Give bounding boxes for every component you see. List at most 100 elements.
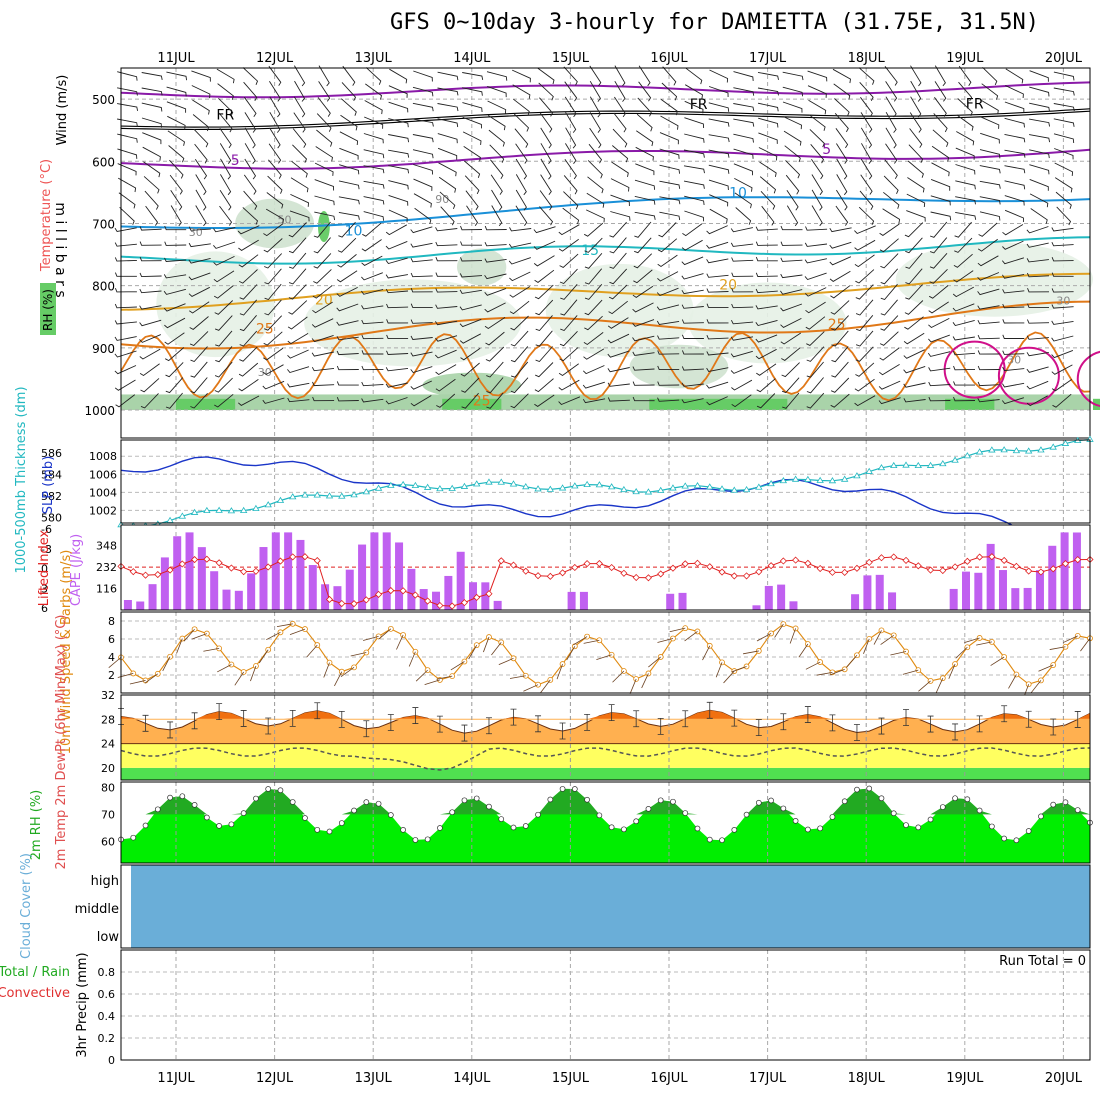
slp-panel-frame (120, 439, 1091, 524)
wind-barb (781, 362, 800, 378)
wind-barb (336, 286, 358, 297)
temp-band-mild (121, 743, 1090, 768)
thickness-marker (644, 488, 653, 495)
wind-barb (982, 66, 998, 86)
wind-barb (317, 97, 331, 117)
wind-barb (1029, 149, 1050, 159)
wind-barb (386, 303, 409, 309)
rh-marker (412, 837, 419, 843)
lifted-index-marker (632, 573, 640, 582)
wind-barb (263, 347, 284, 361)
wind-barb (607, 350, 630, 358)
rh-marker (510, 824, 517, 831)
cape-bar (1060, 532, 1069, 610)
wind-barb (681, 289, 704, 295)
wind-barb (884, 66, 898, 86)
wind-barb (731, 394, 752, 408)
wind-barb (191, 70, 211, 82)
wind-barb (119, 206, 135, 225)
wind-barb (459, 318, 482, 328)
lifted-index-marker (191, 556, 199, 564)
wind-barb (806, 392, 825, 409)
wind-barb (589, 127, 602, 149)
rh-tick-label: 80 (101, 781, 115, 794)
wind-barb (681, 334, 704, 339)
temp-minmax-bar (829, 714, 836, 732)
thickness-marker (804, 475, 812, 482)
lifted-index-tick-label: -6 (41, 523, 52, 536)
wind-barb (584, 284, 603, 300)
wind-barb (782, 86, 804, 97)
wind-barb (459, 273, 483, 278)
rh-marker (289, 799, 296, 805)
wind-barb (509, 286, 531, 298)
wind-barb (657, 335, 680, 340)
wind-barb (835, 205, 849, 226)
wind-barb-10m (509, 675, 526, 679)
wind-barb (167, 115, 186, 130)
wind-barb (583, 348, 605, 360)
isotherm-line (120, 300, 1091, 350)
wind-barb (1029, 178, 1049, 191)
isotherm-label: 10 (729, 185, 747, 201)
wind-barb (363, 180, 385, 189)
wind-barb (188, 226, 211, 231)
lifted-index-marker (1012, 562, 1020, 570)
wind-barb (338, 180, 360, 190)
wind-barb (114, 242, 137, 247)
wind-barb (294, 65, 306, 87)
wind-barb (829, 241, 852, 249)
wind-barb (956, 131, 975, 146)
wind-barb (1004, 117, 1025, 128)
wind-barb (855, 269, 875, 284)
wind-barb (907, 177, 925, 193)
precip-panel-bg (121, 950, 1090, 1060)
wind-barb (313, 253, 332, 269)
wind-barb (466, 205, 479, 227)
wind-barb (514, 128, 529, 148)
wind-barb (508, 242, 532, 248)
wind-barb (533, 255, 555, 267)
wind-barb (928, 367, 951, 372)
wind-barb (607, 333, 630, 344)
lifted-index-tick-label: -3 (41, 543, 52, 556)
thickness-marker (693, 481, 702, 489)
wind-barb (410, 335, 433, 340)
wind-barb (361, 334, 384, 340)
rh-marker (1013, 837, 1020, 844)
wind-barb (139, 288, 162, 294)
cape-bar (210, 571, 219, 610)
rh-marker (829, 814, 836, 820)
cape-bar (345, 569, 354, 610)
wind-barb (928, 334, 950, 343)
wind-barb-10m (424, 679, 441, 686)
wind-barb (1004, 180, 1026, 190)
wind-barb-10m (191, 633, 207, 640)
isotherm-label: FR (966, 96, 984, 112)
wind-barb-10m (117, 673, 134, 678)
wind-barb (485, 346, 505, 362)
wind-barb (437, 133, 458, 144)
cape-bar (333, 586, 342, 610)
wind-barb (755, 272, 778, 277)
wind-barb (484, 225, 507, 231)
thickness-marker (939, 460, 947, 467)
wind-barb (314, 211, 336, 221)
wind-barb-10m (415, 669, 428, 682)
lifted-index-marker (178, 560, 186, 568)
wind-barb (563, 66, 578, 86)
thickness-marker (632, 487, 640, 495)
wind-barb (437, 118, 459, 128)
wind-barb (733, 103, 755, 112)
wind-barb (955, 196, 976, 205)
wind-barb (267, 175, 283, 194)
rh-marker (424, 836, 431, 843)
thickness-marker (1061, 439, 1070, 446)
wind-barb (657, 254, 678, 268)
wind-barb (858, 206, 875, 225)
wind-barb (706, 303, 729, 308)
precip-panel-frame (120, 949, 1091, 1061)
rh-marker (449, 809, 456, 816)
wind-barb (139, 319, 162, 327)
wind-barb (117, 71, 138, 81)
